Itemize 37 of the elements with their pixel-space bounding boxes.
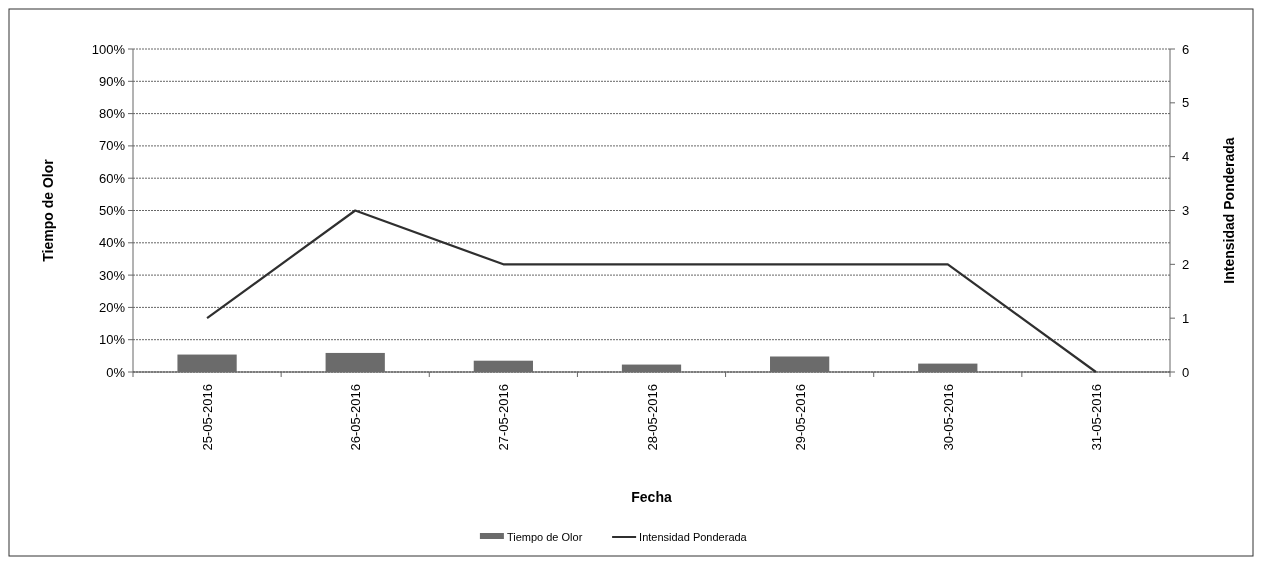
y2-tick-label: 6 (1182, 41, 1190, 57)
bar (918, 363, 978, 372)
y-tick-label: 60% (98, 170, 126, 186)
bar (325, 352, 385, 372)
x-tick-label: 27-05-2016 (496, 384, 512, 451)
y2-tick-label: 3 (1182, 203, 1190, 219)
y2-tick-label: 5 (1182, 95, 1190, 111)
x-tick-label: 26-05-2016 (348, 384, 364, 451)
bar (177, 354, 237, 372)
y2-tick-label: 4 (1182, 149, 1190, 165)
y-tick-label: 100% (91, 41, 126, 57)
y2-tick-label: 0 (1182, 364, 1190, 380)
bar (621, 364, 682, 372)
y2-tick-label: 1 (1182, 310, 1190, 326)
legend-label: Intensidad Ponderada (639, 530, 748, 543)
y2-tick-label: 2 (1182, 256, 1190, 272)
x-tick-label: 30-05-2016 (940, 384, 956, 451)
line-series (205, 209, 1098, 374)
y-tick-label: 30% (98, 267, 126, 283)
y-tick-label: 40% (98, 235, 126, 251)
y-tick-label: 70% (98, 138, 126, 154)
x-tick-label: 29-05-2016 (792, 384, 808, 451)
y-tick-label: 90% (98, 73, 126, 89)
x-tick-label: 28-05-2016 (644, 384, 660, 451)
y-tick-label: 50% (98, 203, 126, 219)
bar (770, 356, 830, 372)
bar (473, 360, 533, 372)
y-axis-title: Tiempo de Olor (40, 158, 56, 262)
x-tick-label: 31-05-2016 (1088, 384, 1104, 451)
y-tick-label: 80% (98, 106, 126, 122)
x-axis-title: Fecha (631, 489, 672, 505)
x-tick-label: 25-05-2016 (200, 384, 216, 451)
y-tick-label: 20% (98, 299, 126, 315)
y-tick-label: 0% (106, 364, 126, 380)
legend-label: Tiempo de Olor (506, 530, 583, 543)
y2-axis-title: Intensidad Ponderada (1221, 137, 1237, 284)
y-tick-label: 10% (98, 332, 126, 348)
